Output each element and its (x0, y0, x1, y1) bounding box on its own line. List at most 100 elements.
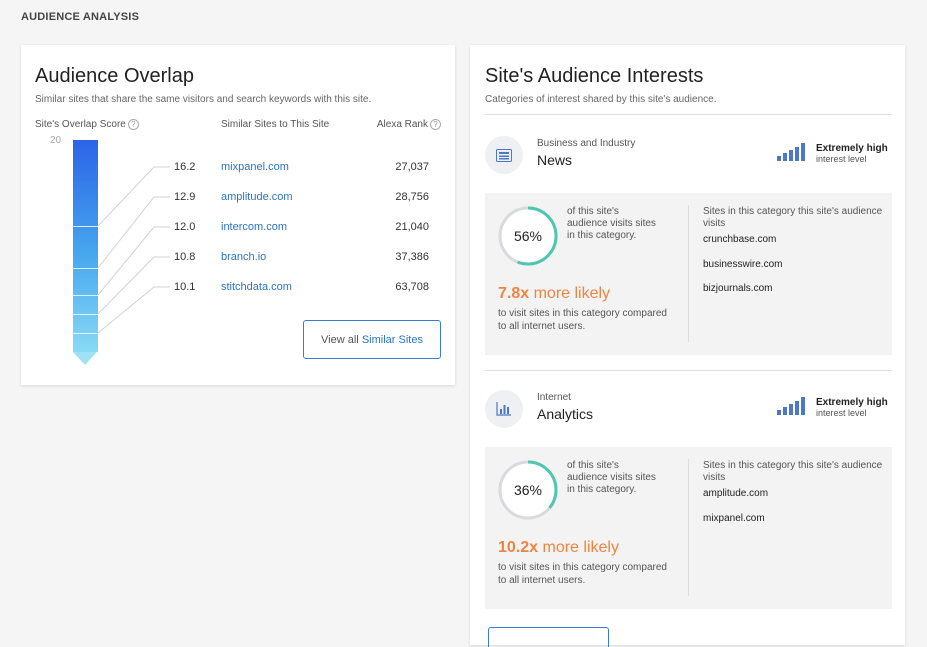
score-max-label: 20 (50, 135, 62, 146)
percent-ring (498, 460, 558, 520)
alexa-rank-header: Alexa Rank? (377, 118, 441, 131)
level-bar (801, 397, 805, 415)
alexa-rank-label: Alexa Rank (376, 119, 428, 130)
interest-level: Extremely high interest level (816, 397, 888, 419)
level-bar (783, 153, 787, 161)
similar-site-row: 10.1 stitchdata.com 63,708 (21, 281, 455, 297)
likelihood-note: to visit sites in this category compared… (498, 562, 667, 586)
category-parent: Internet (537, 392, 571, 403)
score-connectors (97, 166, 170, 334)
interests-subtitle: Categories of interest shared by this si… (485, 94, 717, 105)
bar-segment (73, 268, 98, 269)
level-bar (801, 143, 805, 161)
category-name: Analytics (537, 406, 594, 422)
help-icon[interactable]: ? (127, 118, 139, 130)
similar-site-link[interactable]: mixpanel.com (221, 161, 289, 173)
bar-segment (73, 226, 98, 227)
overlap-score-label: Site's Overlap Score (35, 119, 126, 130)
view-all-similar-sites-button[interactable]: View all Similar Sites (303, 320, 441, 359)
likelihood-note: to visit sites in this category compared… (498, 308, 667, 332)
bar-segment (73, 314, 98, 315)
section-title: AUDIENCE ANALYSIS (21, 11, 140, 23)
category-name: News (537, 152, 573, 168)
likelihood-word: more likely (533, 285, 611, 302)
level-bar (789, 404, 793, 415)
level-bar (777, 410, 781, 415)
overlap-subtitle: Similar sites that share the same visito… (35, 94, 372, 105)
level-bar (795, 147, 799, 161)
news-icon (485, 136, 523, 174)
alexa-rank: 28,756 (395, 191, 429, 203)
category-site: crunchbase.com (703, 234, 777, 245)
help-icon[interactable]: ? (430, 118, 441, 130)
view-all-prefix: View all (321, 333, 359, 346)
divider (485, 114, 892, 115)
overlap-score-header: Site's Overlap Score? (35, 118, 139, 131)
divider (688, 459, 689, 596)
view-more-button[interactable] (488, 627, 609, 647)
connector-line (97, 286, 170, 334)
percent-ring-fill (498, 206, 558, 266)
percent-value: 56% (513, 228, 543, 244)
percent-ring-fill (498, 460, 558, 520)
level-bar (795, 401, 799, 415)
alexa-rank: 63,708 (395, 281, 429, 293)
analytics-chart-icon (485, 390, 523, 428)
level-bar (789, 150, 793, 161)
interest-level-icon (777, 143, 812, 161)
category-site: mixpanel.com (703, 513, 765, 524)
interest-level-sub: interest level (816, 408, 867, 418)
likelihood: 7.8x more likely (498, 285, 610, 303)
overlap-score: 16.2 (174, 161, 196, 173)
similar-sites-header: Similar Sites to This Site (221, 119, 330, 130)
audience-interests-card: Site's Audience Interests Categories of … (470, 45, 905, 647)
bar-segment (73, 295, 98, 296)
interests-title: Site's Audience Interests (485, 65, 704, 87)
category-parent: Business and Industry (537, 138, 636, 149)
overlap-title: Audience Overlap (35, 65, 194, 87)
connector-line (97, 226, 170, 296)
likelihood-word: more likely (542, 539, 619, 556)
category-stats: 56% of this site's audience visits sites… (485, 193, 892, 355)
alexa-rank: 21,040 (395, 221, 429, 233)
similar-site-link[interactable]: intercom.com (221, 221, 288, 233)
bar-pointer (73, 352, 97, 365)
connector-line (97, 166, 170, 227)
similar-site-row: 12.0 intercom.com 21,040 (21, 221, 455, 237)
category-sites-heading: Sites in this category this site's audie… (703, 206, 883, 229)
likelihood: 10.2x more likely (498, 539, 619, 557)
overlap-score: 12.0 (174, 221, 196, 233)
interest-level: Extremely high interest level (816, 143, 888, 165)
similar-site-row: 16.2 mixpanel.com 27,037 (21, 161, 455, 177)
similar-site-link[interactable]: stitchdata.com (221, 281, 292, 293)
category-site: amplitude.com (703, 488, 769, 499)
category-site: businesswire.com (703, 259, 783, 270)
bar-segment (73, 333, 98, 334)
audience-overlap-card: Audience Overlap Similar sites that shar… (21, 45, 455, 385)
similar-site-link[interactable]: branch.io (221, 251, 267, 263)
likelihood-multiplier: 7.8x (498, 285, 530, 302)
divider (688, 205, 689, 342)
interest-level-title: Extremely high (816, 143, 888, 154)
similar-site-link[interactable]: amplitude.com (221, 191, 293, 203)
category-site: bizjournals.com (703, 283, 773, 294)
similar-site-row: 12.9 amplitude.com 28,756 (21, 191, 455, 207)
connector-line (97, 256, 170, 315)
connector-line (97, 196, 170, 269)
category-sites-heading: Sites in this category this site's audie… (703, 460, 883, 483)
view-all-accent: Similar Sites (361, 333, 423, 346)
percent-value: 36% (513, 482, 543, 498)
alexa-rank: 27,037 (395, 161, 429, 173)
level-bar (777, 156, 781, 161)
divider (485, 370, 892, 371)
overlap-score: 12.9 (174, 191, 196, 203)
overlap-score: 10.8 (174, 251, 196, 263)
overlap-score: 10.1 (174, 281, 196, 293)
likelihood-multiplier: 10.2x (498, 539, 539, 556)
interest-level-title: Extremely high (816, 397, 888, 408)
audience-share-text: of this site's audience visits sites in … (567, 206, 656, 241)
overlap-score-bar (73, 140, 98, 352)
alexa-rank: 37,386 (395, 251, 429, 263)
interest-level-icon (777, 397, 812, 415)
level-bar (783, 407, 787, 415)
